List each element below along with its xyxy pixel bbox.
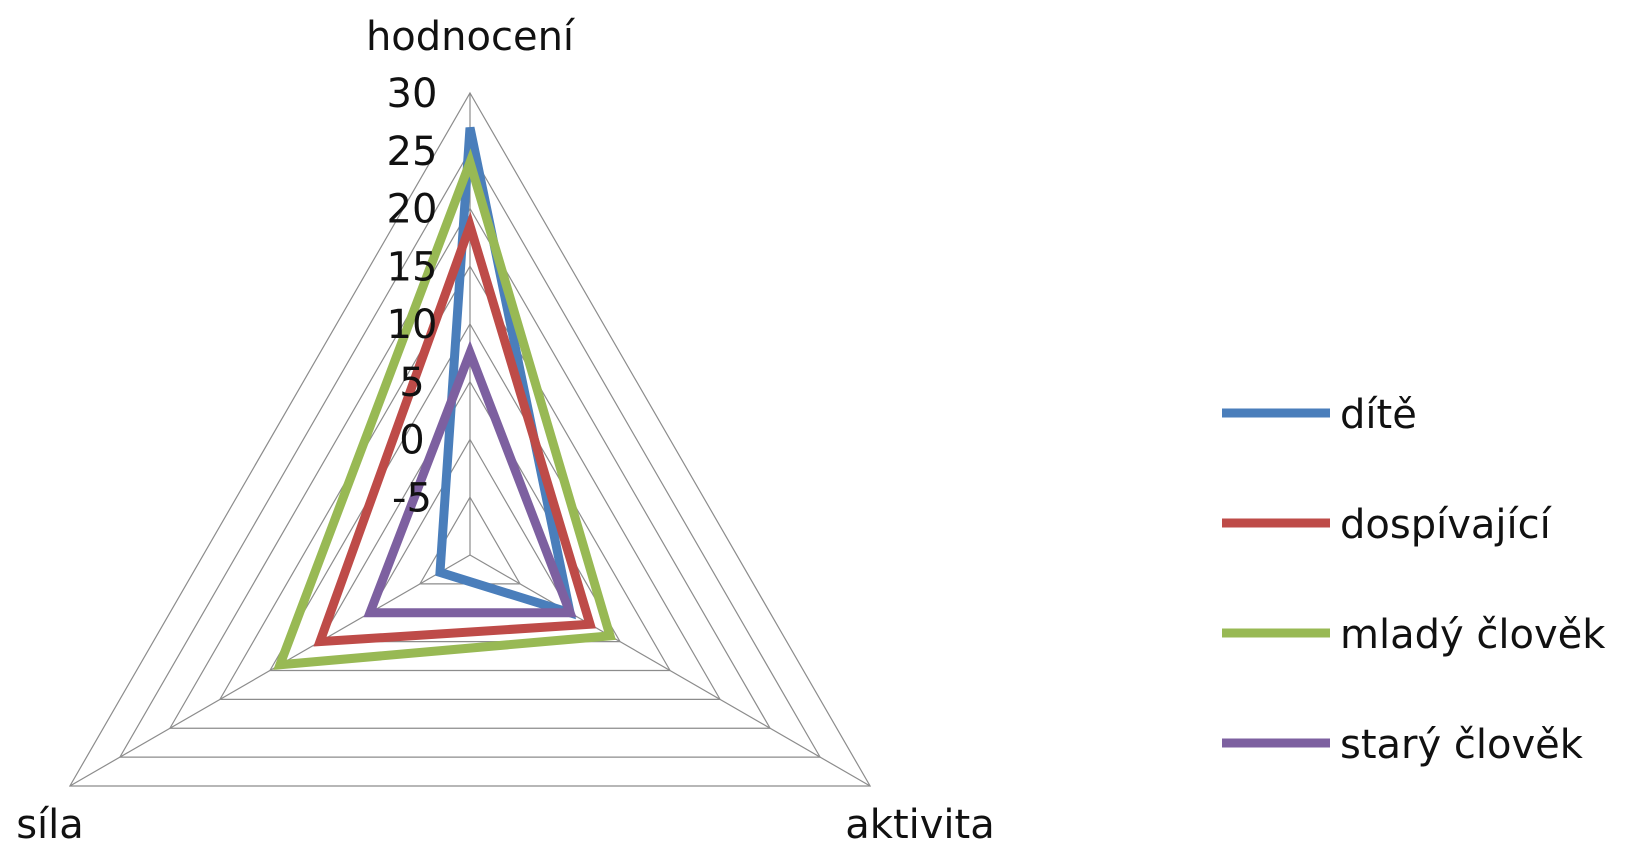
legend-item-stary-clovek: starý člověk	[1222, 722, 1584, 768]
tick-label: 25	[387, 129, 438, 175]
legend-label-mlady-clovek: mladý člověk	[1340, 612, 1606, 658]
tick-label: 0	[399, 418, 424, 464]
radial-tick-labels: -5 0 5 10 15 20 25 30	[387, 71, 438, 521]
tick-label: 15	[387, 244, 438, 290]
grid-ring	[168, 207, 772, 729]
legend-item-dospivajici: dospívající	[1222, 502, 1553, 548]
axis-label-aktivita: aktivita	[845, 802, 994, 846]
legend-item-dite: dítě	[1222, 392, 1417, 438]
axis-label-hodnoceni: hodnocení	[366, 14, 576, 60]
series-line-0	[435, 126, 576, 620]
legend-label-dospivajici: dospívající	[1340, 502, 1553, 548]
series-line-3	[363, 340, 577, 618]
grid-ring	[118, 149, 822, 758]
tick-label: -5	[392, 475, 432, 521]
tick-label: 30	[387, 71, 438, 117]
tick-label: 10	[387, 302, 438, 348]
radar-spokes	[69, 93, 871, 787]
legend: dítě dospívající mladý člověk starý člov…	[1222, 392, 1606, 768]
axis-label-sila: síla	[16, 802, 84, 846]
radar-series	[273, 126, 616, 670]
tick-label: 5	[399, 360, 424, 406]
series-line-1	[313, 211, 596, 647]
series-line-2	[273, 148, 616, 670]
axis-spoke	[69, 554, 471, 787]
legend-item-mlady-clovek: mladý člověk	[1222, 612, 1606, 658]
axis-spoke	[469, 554, 871, 787]
legend-label-dite: dítě	[1340, 392, 1417, 438]
tick-label: 20	[387, 187, 438, 233]
grid-ring	[68, 91, 872, 787]
legend-label-stary-clovek: starý člověk	[1340, 722, 1584, 768]
